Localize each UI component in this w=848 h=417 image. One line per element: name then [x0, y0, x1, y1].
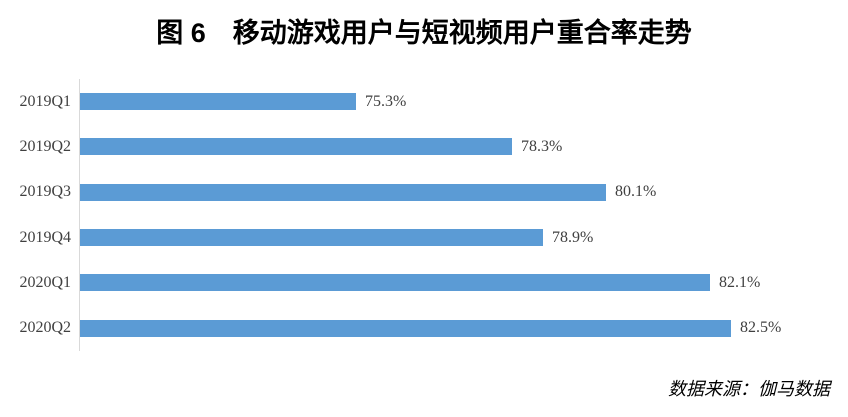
- category-label: 2020Q1: [19, 273, 71, 291]
- value-label: 75.3%: [365, 92, 407, 110]
- bar: [80, 229, 543, 247]
- bar-row: 2019Q3 80.1%: [0, 170, 848, 215]
- category-label: 2019Q3: [19, 183, 71, 201]
- source-note: 数据来源：伽马数据: [668, 379, 830, 399]
- bar-track: 78.3%: [80, 137, 848, 156]
- chart-title: 图 6 移动游戏用户与短视频用户重合率走势: [156, 18, 692, 48]
- bar-row: 2019Q1 75.3%: [0, 79, 848, 124]
- bar-row: 2020Q1 82.1%: [0, 260, 848, 305]
- bar-track: 75.3%: [80, 92, 848, 111]
- bar: [80, 93, 356, 111]
- bar-row: 2020Q2 82.5%: [0, 306, 848, 351]
- bar: [80, 138, 512, 156]
- category-label: 2019Q2: [19, 137, 71, 155]
- bar-rows: 2019Q1 75.3% 2019Q2 78.3% 2019Q3 80.1% 2…: [0, 79, 848, 351]
- bar-chart: 2019Q1 75.3% 2019Q2 78.3% 2019Q3 80.1% 2…: [0, 79, 848, 351]
- bar-row: 2019Q4 78.9%: [0, 215, 848, 260]
- value-label: 82.1%: [719, 273, 761, 291]
- category-axis-line: [79, 79, 80, 351]
- category-label: 2019Q1: [19, 92, 71, 110]
- value-label: 78.3%: [521, 137, 563, 155]
- bar: [80, 183, 606, 201]
- category-label: 2020Q2: [19, 319, 71, 337]
- bar-track: 82.5%: [80, 319, 848, 337]
- bar: [80, 274, 710, 292]
- value-label: 80.1%: [615, 183, 657, 201]
- bar-row: 2019Q2 78.3%: [0, 124, 848, 169]
- value-label: 78.9%: [552, 228, 594, 246]
- category-label: 2019Q4: [19, 228, 71, 246]
- value-label: 82.5%: [740, 319, 782, 337]
- bar-track: 82.1%: [80, 273, 848, 292]
- bar: [80, 319, 731, 337]
- bar-track: 80.1%: [80, 183, 848, 201]
- bar-track: 78.9%: [80, 228, 848, 247]
